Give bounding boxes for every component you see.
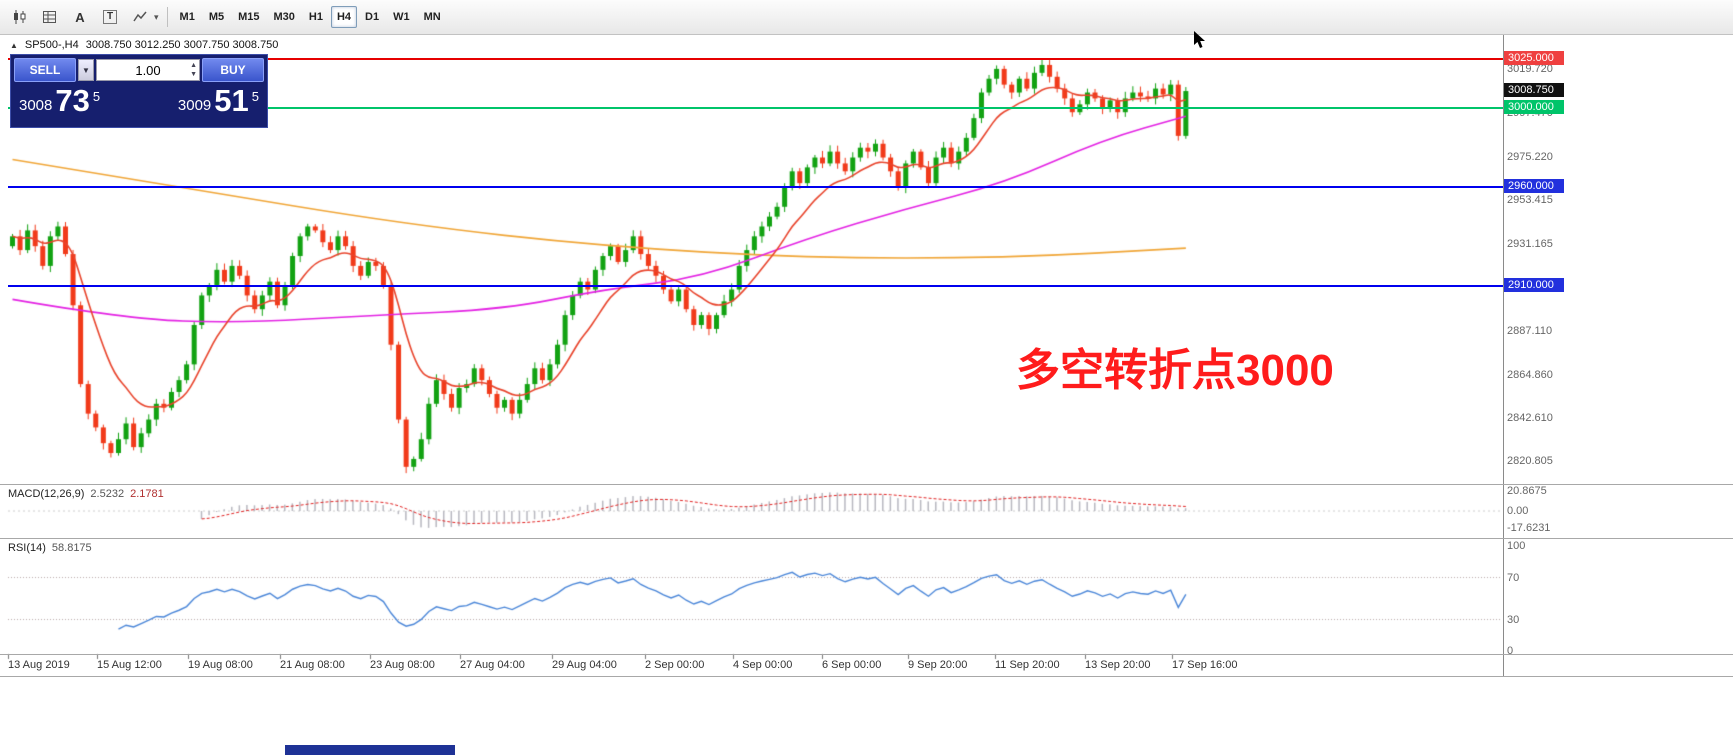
price-axis-label: 2887.110 bbox=[1507, 324, 1553, 337]
volume-dropdown-icon[interactable]: ▼ bbox=[78, 59, 94, 81]
time-axis-label: 11 Sep 20:00 bbox=[995, 659, 1060, 671]
price-axis-label: 2931.165 bbox=[1507, 237, 1553, 250]
macd-panel-separator[interactable] bbox=[0, 484, 1733, 485]
rsi-axis-label: 30 bbox=[1507, 613, 1520, 626]
time-axis-label: 19 Aug 08:00 bbox=[188, 659, 253, 671]
toolbar-separator bbox=[166, 7, 168, 27]
hline-3025[interactable] bbox=[8, 58, 1503, 61]
horizontal-scrollbar-thumb[interactable] bbox=[285, 745, 455, 755]
time-axis-label: 29 Aug 04:00 bbox=[552, 659, 617, 671]
sell-price[interactable]: 3008 73 5 bbox=[19, 83, 100, 119]
time-axis-label: 13 Aug 2019 bbox=[8, 659, 70, 671]
timeframe-d1-button[interactable]: D1 bbox=[365, 11, 380, 23]
macd-axis-label: 20.8675 bbox=[1507, 485, 1547, 498]
toolbar: A T ▾ M1 M5 M15 M30 H1 H4 D1 W1 MN bbox=[0, 0, 1733, 35]
line-studies-icon-caret[interactable]: ▾ bbox=[154, 11, 159, 22]
rsi-label: RSI(14) 58.8175 bbox=[8, 542, 92, 554]
current-price-tag: 3008.750 bbox=[1504, 83, 1564, 98]
price-axis-label: 3019.720 bbox=[1507, 63, 1553, 76]
sell-price-point: 5 bbox=[92, 89, 101, 104]
macd-axis-label: 0.00 bbox=[1507, 505, 1529, 517]
price-axis-label: 2864.860 bbox=[1507, 368, 1553, 381]
sell-button[interactable]: SELL bbox=[14, 58, 76, 82]
timeframe-buttons: M1 M5 M15 M30 H1 H4 D1 W1 MN bbox=[174, 6, 447, 28]
hline-2910[interactable] bbox=[8, 284, 1503, 287]
price-tag-2960: 2960.000 bbox=[1504, 179, 1564, 194]
hline-2960[interactable] bbox=[8, 186, 1503, 189]
macd-value-main: 2.5232 bbox=[90, 488, 125, 500]
one-click-trading-panel: SELL ▼ 1.00 ▲ ▼ BUY 3008 73 5 3009 51 5 bbox=[10, 54, 268, 128]
one-click-toggle[interactable]: ▲ bbox=[10, 40, 18, 50]
rsi-panel-separator[interactable] bbox=[0, 538, 1733, 539]
line-studies-icon[interactable] bbox=[126, 4, 154, 30]
price-axis-label: 2953.415 bbox=[1507, 194, 1553, 207]
spinner-up-icon[interactable]: ▲ bbox=[190, 62, 197, 69]
rsi-value: 58.8175 bbox=[51, 542, 92, 554]
toolbar-icons: A T ▾ bbox=[6, 4, 161, 30]
macd-label: MACD(12,26,9) 2.5232 2.1781 bbox=[8, 488, 164, 500]
time-axis-label: 13 Sep 20:00 bbox=[1085, 659, 1151, 671]
price-axis-separator bbox=[1503, 35, 1504, 676]
hline-3000[interactable] bbox=[8, 107, 1503, 110]
macd-value-signal: 2.1781 bbox=[130, 488, 164, 500]
time-axis-label: 15 Aug 12:00 bbox=[97, 659, 162, 671]
one-click-prices: 3008 73 5 3009 51 5 bbox=[11, 83, 267, 119]
volume-value: 1.00 bbox=[135, 62, 161, 78]
rsi-axis-label: 100 bbox=[1507, 540, 1526, 552]
timeframe-m5-button[interactable]: M5 bbox=[208, 11, 225, 23]
text-box-icon[interactable]: T bbox=[96, 4, 124, 30]
sell-price-figure: 3008 bbox=[19, 97, 53, 114]
rsi-name: RSI(14) bbox=[8, 542, 46, 554]
time-axis-label: 4 Sep 00:00 bbox=[733, 659, 793, 671]
time-axis-label: 2 Sep 00:00 bbox=[645, 659, 705, 671]
mouse-cursor-icon bbox=[1194, 31, 1205, 48]
one-click-controls: SELL ▼ 1.00 ▲ ▼ BUY bbox=[11, 55, 267, 83]
timeframe-h4-button[interactable]: H4 bbox=[330, 6, 358, 28]
rsi-axis-label: 70 bbox=[1507, 571, 1520, 584]
rsi-axis-label: 0 bbox=[1507, 645, 1514, 657]
time-axis-label: 23 Aug 08:00 bbox=[370, 659, 435, 671]
volume-input[interactable]: 1.00 ▲ ▼ bbox=[96, 59, 200, 81]
buy-price[interactable]: 3009 51 5 bbox=[178, 83, 259, 119]
timeframe-w1-button[interactable]: W1 bbox=[393, 11, 410, 23]
price-tag-2910: 2910.000 bbox=[1504, 277, 1564, 292]
time-axis-label: 9 Sep 20:00 bbox=[908, 659, 968, 671]
macd-name: MACD(12,26,9) bbox=[8, 488, 85, 500]
timeframe-m1-button[interactable]: M1 bbox=[179, 11, 195, 23]
grid-icon[interactable] bbox=[36, 4, 64, 30]
price-axis-label: 2975.220 bbox=[1507, 151, 1553, 164]
chart-header: ▲ SP500-,H4 3008.750 3012.250 3007.750 3… bbox=[10, 39, 278, 51]
buy-button[interactable]: BUY bbox=[202, 58, 264, 82]
timeframe-mn-button[interactable]: MN bbox=[423, 11, 441, 23]
volume-spinner[interactable]: ▲ ▼ bbox=[190, 61, 197, 79]
time-axis-label: 21 Aug 08:00 bbox=[280, 659, 345, 671]
time-axis-label: 27 Aug 04:00 bbox=[460, 659, 525, 671]
timeframe-h1-button[interactable]: H1 bbox=[308, 11, 323, 23]
macd-axis-label: -17.6231 bbox=[1507, 521, 1551, 534]
buy-price-point: 5 bbox=[251, 89, 259, 104]
time-axis-label: 17 Sep 16:00 bbox=[1172, 659, 1238, 671]
time-axis-label: 6 Sep 00:00 bbox=[822, 659, 882, 671]
chart-text-annotation[interactable]: 多空转折点3000 bbox=[1016, 346, 1334, 395]
candlestick-chart-icon[interactable] bbox=[6, 4, 34, 30]
spinner-down-icon[interactable]: ▼ bbox=[190, 71, 197, 78]
price-axis-label: 2820.805 bbox=[1507, 455, 1553, 468]
text-label-icon[interactable]: A bbox=[75, 9, 85, 25]
buy-price-pips: 51 bbox=[214, 83, 249, 118]
chart-ohlc-values: 3008.750 3012.250 3007.750 3008.750 bbox=[85, 39, 279, 51]
price-tag-3000: 3000.000 bbox=[1504, 100, 1564, 115]
timeframe-m30-button[interactable]: M30 bbox=[273, 11, 295, 23]
chart-symbol-label: SP500-,H4 bbox=[24, 39, 79, 51]
price-axis-label: 2842.610 bbox=[1507, 412, 1553, 425]
timeframe-m15-button[interactable]: M15 bbox=[238, 11, 260, 23]
buy-price-figure: 3009 bbox=[177, 97, 212, 114]
chart-bottom-border bbox=[0, 676, 1733, 677]
time-axis-separator bbox=[0, 654, 1733, 655]
sell-price-pips: 73 bbox=[55, 83, 90, 118]
chart-canvas[interactable] bbox=[0, 35, 1503, 676]
price-tag-3025: 3025.000 bbox=[1504, 51, 1564, 66]
